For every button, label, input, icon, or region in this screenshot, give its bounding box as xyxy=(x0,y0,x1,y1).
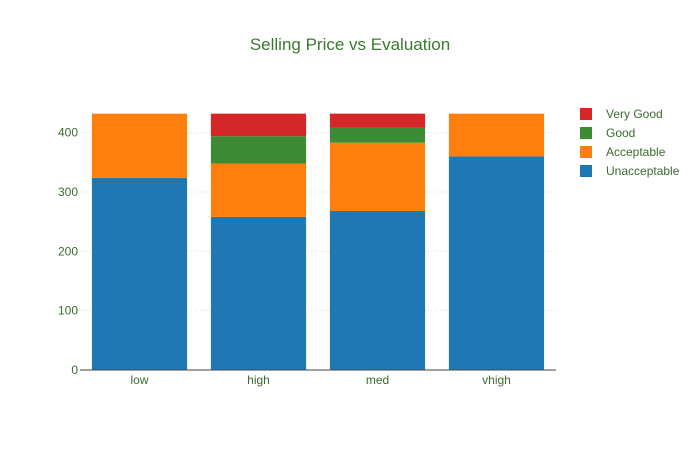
bar-good-med xyxy=(329,127,426,143)
y-tick-label: 200 xyxy=(58,244,78,258)
legend-item-acceptable[interactable]: Acceptable xyxy=(580,145,666,159)
bar-acceptable-vhigh xyxy=(448,113,545,157)
x-tick-label: low xyxy=(130,373,148,387)
y-tick-label: 100 xyxy=(58,304,78,318)
bar-acceptable-low xyxy=(91,113,188,178)
bar-unacceptable-vhigh xyxy=(448,156,545,370)
legend-label: Good xyxy=(606,126,635,140)
legend: Very Good Good Acceptable Unacceptable xyxy=(580,107,680,178)
x-tick-label: med xyxy=(366,373,389,387)
legend-item-good[interactable]: Good xyxy=(580,126,635,140)
bar-very-good-high xyxy=(210,113,307,137)
y-tick-label: 300 xyxy=(58,185,78,199)
bar-unacceptable-low xyxy=(91,177,188,370)
bar-very-good-med xyxy=(329,113,426,128)
legend-label: Very Good xyxy=(606,107,663,121)
legend-label: Acceptable xyxy=(606,145,666,159)
axes: 0 100 200 300 400 low high med vhigh xyxy=(58,126,556,387)
chart-title: Selling Price vs Evaluation xyxy=(250,35,450,54)
y-tick-label: 0 xyxy=(71,363,78,377)
bar-acceptable-high xyxy=(210,163,307,217)
bar-good-high xyxy=(210,136,307,164)
legend-swatch xyxy=(580,146,592,158)
legend-swatch xyxy=(580,108,592,120)
legend-item-unacceptable[interactable]: Unacceptable xyxy=(580,164,680,178)
bars xyxy=(91,113,545,370)
legend-item-very-good[interactable]: Very Good xyxy=(580,107,663,121)
x-tick-label: high xyxy=(247,373,270,387)
bar-unacceptable-med xyxy=(329,210,426,370)
legend-label: Unacceptable xyxy=(606,164,680,178)
bar-unacceptable-high xyxy=(210,216,307,370)
legend-swatch xyxy=(580,127,592,139)
bar-acceptable-med xyxy=(329,142,426,211)
y-tick-label: 400 xyxy=(58,126,78,140)
x-tick-label: vhigh xyxy=(482,373,511,387)
legend-swatch xyxy=(580,165,592,177)
